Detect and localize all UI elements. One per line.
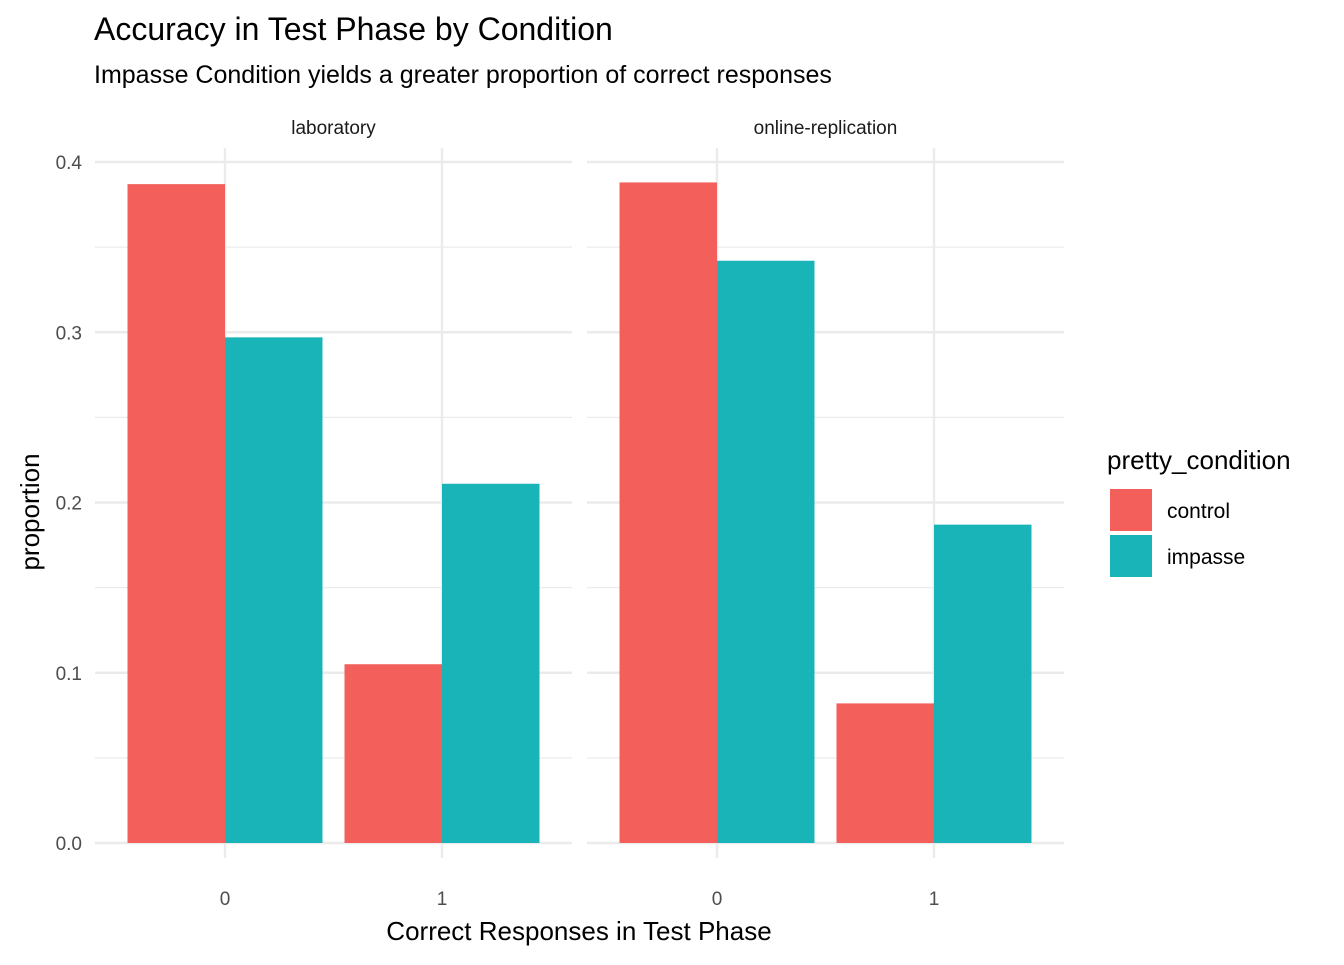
- y-tick-label: 0.2: [56, 494, 82, 515]
- chart-title: Accuracy in Test Phase by Condition: [94, 11, 613, 47]
- y-axis-label: proportion: [15, 453, 45, 570]
- facet-panel-laboratory: 0 1 laboratory: [95, 118, 572, 910]
- legend: pretty_condition control impasse: [1107, 445, 1291, 577]
- x-axis-label: Correct Responses in Test Phase: [386, 916, 771, 946]
- legend-key-impasse: [1110, 535, 1152, 577]
- x-tick-label: 0: [220, 889, 231, 910]
- bar-online-replication-impasse-1: [934, 524, 1032, 843]
- y-tick-label: 0.1: [56, 664, 82, 685]
- legend-key-control: [1110, 489, 1152, 531]
- bar-laboratory-control-1: [344, 664, 442, 843]
- bar-laboratory-impasse-1: [442, 483, 540, 843]
- facet-panels: 0.0 0.1 0.2 0.3 0.4 0 1 laboratory 0 1 online-repl…: [56, 118, 1064, 910]
- bar-online-replication-impasse-0: [717, 260, 815, 843]
- x-tick-label: 1: [437, 889, 448, 910]
- y-tick-label: 0.4: [56, 153, 83, 174]
- facet-strip-label: laboratory: [291, 118, 376, 139]
- chart-subtitle: Impasse Condition yields a greater propo…: [94, 61, 832, 89]
- legend-label-impasse: impasse: [1167, 546, 1245, 569]
- y-tick-label: 0.3: [56, 323, 82, 344]
- facet-panel-online-replication: 0 1 online-replication: [587, 118, 1064, 910]
- facet-strip-label: online-replication: [754, 118, 898, 139]
- x-tick-label: 0: [712, 889, 723, 910]
- legend-label-control: control: [1167, 500, 1230, 523]
- legend-title: pretty_condition: [1107, 445, 1291, 475]
- bar-laboratory-impasse-0: [225, 337, 323, 843]
- bar-laboratory-control-0: [127, 184, 225, 843]
- bar-online-replication-control-1: [836, 703, 934, 843]
- x-tick-label: 1: [929, 889, 940, 910]
- bar-online-replication-control-0: [619, 182, 717, 843]
- y-tick-label: 0.0: [56, 834, 82, 855]
